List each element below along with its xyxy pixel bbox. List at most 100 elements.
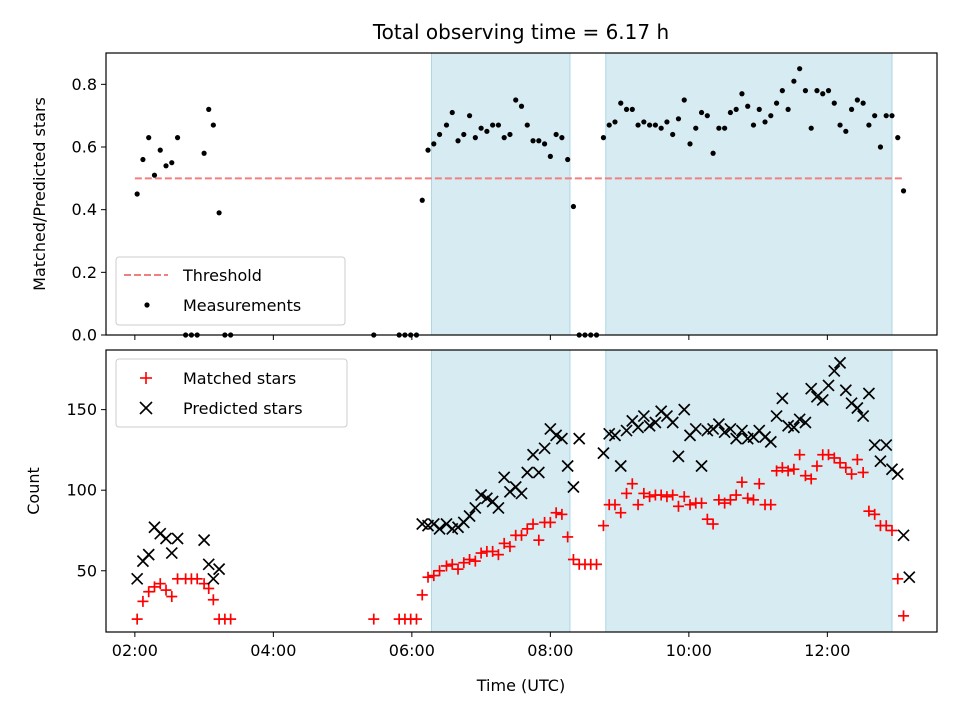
- predicted-star-diag-b: [463, 509, 476, 523]
- matched-star-point: [898, 610, 910, 622]
- legend-matched-swatch: [140, 372, 152, 384]
- matched-star-point: [857, 466, 869, 478]
- x-tick-label: 02:00: [112, 641, 158, 660]
- matched-star-point: [609, 499, 621, 511]
- predicted-star-point: [643, 419, 656, 432]
- measurement-point: [449, 109, 455, 116]
- top-y-axis-label: Matched/Predicted stars: [30, 97, 49, 291]
- predicted-star-diag-b: [171, 532, 184, 545]
- top-plot-marks: [134, 66, 907, 338]
- measurement-point: [507, 131, 513, 138]
- bottom-legend-box: [115, 358, 348, 428]
- matched-star-point: [225, 613, 237, 625]
- measurement-point: [854, 97, 860, 103]
- matched-star-point: [776, 462, 788, 474]
- measurement-point: [518, 103, 525, 109]
- top-observing-interval-1: [605, 52, 893, 336]
- measurement-point: [157, 147, 163, 153]
- predicted-star-diag-b: [880, 438, 893, 452]
- matched-star-point: [730, 489, 742, 501]
- predicted-star-diag-b: [897, 529, 910, 542]
- measurement-point: [745, 103, 751, 109]
- predicted-star-diag-b: [695, 459, 708, 473]
- matched-star-point: [840, 462, 852, 474]
- measurement-point: [134, 191, 140, 197]
- matched-star-point: [410, 613, 422, 625]
- predicted-star-diag-b: [614, 459, 627, 473]
- measurement-point: [727, 109, 734, 116]
- predicted-star-diag-b: [509, 480, 522, 494]
- measurement-point: [146, 135, 152, 141]
- matched-star-point: [556, 508, 568, 520]
- measurement-point: [820, 91, 826, 97]
- predicted-star-point: [567, 480, 580, 494]
- matched-star-point: [498, 537, 510, 549]
- measurement-point: [808, 125, 814, 131]
- predicted-star-diag-b: [532, 466, 545, 479]
- measurement-point: [750, 122, 757, 128]
- predicted-star-diag-b: [799, 416, 812, 429]
- measurement-point: [163, 163, 169, 169]
- measurement-point: [461, 131, 467, 138]
- matched-star-point: [137, 595, 149, 607]
- predicted-star-point: [810, 390, 824, 403]
- legend-predicted-label: Predicted stars: [183, 399, 303, 418]
- predicted-star-point: [213, 563, 226, 576]
- matched-star-point: [713, 494, 725, 506]
- matched-star-point: [678, 491, 690, 503]
- predicted-star-diag-b: [202, 558, 215, 571]
- measurement-point: [779, 88, 785, 94]
- measurement-point: [837, 122, 843, 128]
- predicted-star-point: [131, 572, 144, 585]
- matched-star-point: [469, 555, 481, 567]
- predicted-star-diag-b: [555, 432, 568, 445]
- predicted-star-diag-b: [544, 422, 557, 436]
- matched-star-point: [811, 460, 823, 472]
- predicted-star-diag-b: [735, 424, 749, 437]
- predicted-star-point: [475, 488, 488, 502]
- predicted-star-point: [793, 413, 806, 426]
- measurement-point: [553, 131, 559, 138]
- matched-star-point: [154, 578, 166, 590]
- predicted-star-point: [597, 447, 610, 460]
- predicted-star-point: [787, 421, 800, 434]
- predicted-star-diag-b: [159, 532, 173, 545]
- predicted-star-diag-b: [538, 442, 551, 455]
- matched-star-point: [143, 586, 155, 598]
- predicted-star-diag-b: [492, 501, 505, 515]
- measurement-point: [530, 138, 536, 144]
- predicted-star-point: [851, 401, 864, 415]
- legend-threshold-label: Threshold: [182, 266, 262, 285]
- measurement-point: [652, 122, 658, 128]
- matched-star-point: [191, 573, 203, 585]
- predicted-star-point: [526, 448, 540, 461]
- predicted-star-diag-b: [165, 546, 178, 560]
- predicted-star-diag-b: [816, 393, 829, 407]
- predicted-star-point: [770, 409, 783, 423]
- matched-star-point: [440, 560, 452, 572]
- predicted-star-point: [805, 382, 818, 395]
- predicted-star-diag-b: [770, 409, 783, 423]
- predicted-star-point: [799, 416, 812, 429]
- predicted-star-diag-b: [839, 384, 852, 397]
- predicted-star-point: [724, 422, 737, 436]
- measurement-point: [698, 109, 705, 116]
- matched-star-point: [851, 454, 863, 466]
- predicted-star-diag-b: [753, 424, 766, 437]
- matched-star-point: [834, 457, 846, 469]
- predicted-star-point: [165, 546, 178, 560]
- predicted-star-point: [207, 572, 220, 585]
- predicted-star-diag-b: [207, 572, 220, 585]
- matched-star-point: [701, 513, 713, 525]
- measurement-point: [606, 122, 612, 128]
- predicted-star-point: [891, 467, 904, 481]
- top-legend: Threshold Measurements: [115, 256, 346, 326]
- predicted-star-point: [631, 421, 645, 434]
- matched-star-point: [446, 558, 458, 570]
- predicted-star-diag-b: [810, 390, 824, 403]
- measurement-point: [895, 135, 901, 141]
- predicted-star-diag-b: [480, 492, 493, 505]
- matched-star-point: [562, 531, 574, 543]
- predicted-star-diag-b: [689, 422, 702, 436]
- predicted-star-diag-b: [148, 521, 161, 534]
